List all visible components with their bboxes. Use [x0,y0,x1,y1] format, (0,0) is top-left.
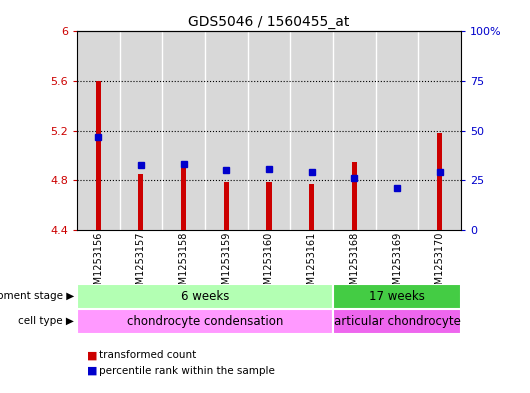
Title: GDS5046 / 1560455_at: GDS5046 / 1560455_at [188,15,350,29]
Bar [120,31,162,230]
Bar [77,284,333,309]
Bar [267,182,271,230]
Text: development stage ▶: development stage ▶ [0,291,74,301]
Bar [333,309,461,334]
Text: transformed count: transformed count [99,350,196,360]
Bar [333,31,376,230]
Bar [333,284,461,309]
Bar [77,31,120,230]
Bar [437,133,443,230]
Bar [248,31,290,230]
Bar [205,31,248,230]
Text: 17 weeks: 17 weeks [369,290,425,303]
Bar [138,174,144,230]
Text: percentile rank within the sample: percentile rank within the sample [99,366,275,376]
Bar [418,31,461,230]
Text: ■: ■ [87,350,98,360]
Bar [181,168,186,230]
Text: cell type ▶: cell type ▶ [19,316,74,327]
Text: articular chondrocyte: articular chondrocyte [333,315,461,328]
Bar [162,31,205,230]
Bar [376,31,418,230]
Bar [77,309,333,334]
Bar [309,184,314,230]
Bar [290,31,333,230]
Bar [224,182,229,230]
Bar [352,162,357,230]
Text: 6 weeks: 6 weeks [181,290,229,303]
Text: ■: ■ [87,366,98,376]
Text: chondrocyte condensation: chondrocyte condensation [127,315,283,328]
Bar [95,81,101,230]
